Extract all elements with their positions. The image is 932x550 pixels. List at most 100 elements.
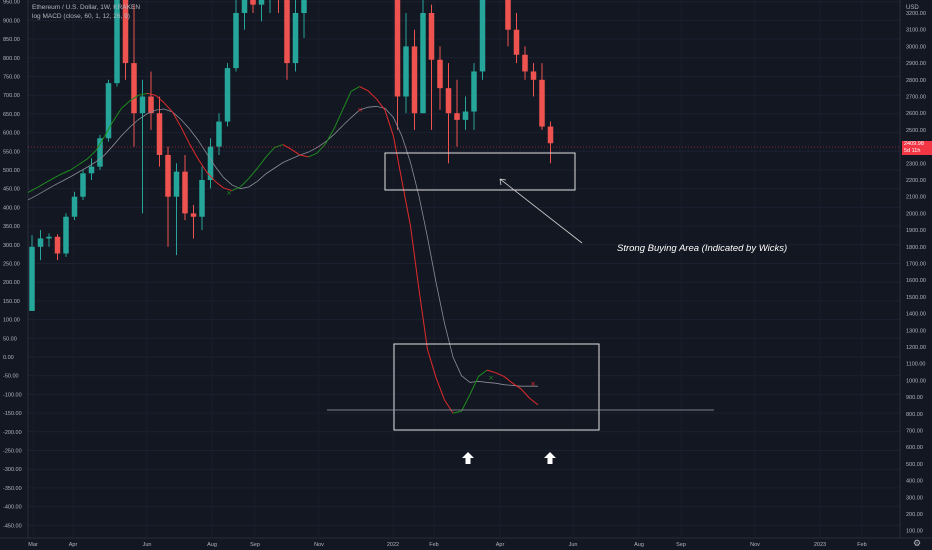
x-tick-label: Jun bbox=[143, 542, 152, 548]
candle-body bbox=[156, 113, 163, 155]
right-tick-label: 100.00 bbox=[906, 529, 923, 535]
candle-body bbox=[403, 46, 409, 97]
macd-segment bbox=[325, 128, 335, 145]
macd-segment bbox=[410, 226, 420, 290]
left-tick-label: 550.00 bbox=[3, 149, 20, 155]
macd-segment bbox=[112, 108, 122, 122]
bar-countdown: 5d 11h bbox=[904, 148, 921, 154]
candle-body bbox=[233, 13, 239, 69]
candle-body bbox=[394, 0, 401, 97]
macd-segment bbox=[70, 163, 80, 171]
macd-segment bbox=[78, 158, 88, 165]
x-tick-label: Mar bbox=[28, 542, 38, 548]
candle-body bbox=[437, 59, 443, 89]
candle-body bbox=[539, 79, 545, 127]
macd-segment bbox=[87, 150, 97, 160]
left-tick-label: -150.00 bbox=[3, 411, 22, 417]
candle-body bbox=[139, 96, 146, 114]
right-tick-label: 1100.00 bbox=[906, 362, 925, 368]
candle-body bbox=[122, 0, 129, 64]
macd-segment bbox=[95, 136, 105, 151]
right-tick-label: 500.00 bbox=[906, 462, 923, 468]
macd-segment bbox=[257, 156, 267, 169]
x-tick-label: Aug bbox=[207, 542, 217, 548]
macd-segment bbox=[223, 187, 233, 192]
candle-body bbox=[54, 236, 61, 254]
left-tick-label: 450.00 bbox=[3, 187, 20, 193]
macd-segment bbox=[401, 181, 411, 227]
right-tick-label: 2200.00 bbox=[906, 178, 926, 184]
candle-body bbox=[199, 180, 205, 217]
right-tick-label: 1800.00 bbox=[906, 245, 926, 251]
indicator-label[interactable]: log MACD (close, 60, 1, 12, 26, 9) bbox=[32, 13, 130, 20]
candle-body bbox=[454, 113, 460, 120]
left-tick-label: 300.00 bbox=[3, 243, 20, 249]
macd-segment bbox=[36, 182, 46, 189]
right-tick-label: 2300.00 bbox=[906, 161, 926, 167]
macd-segment bbox=[418, 289, 428, 350]
candle-body bbox=[216, 121, 222, 147]
candle-body bbox=[165, 154, 171, 197]
candle-body bbox=[190, 213, 197, 217]
currency-label: USD bbox=[906, 5, 919, 11]
macd-segment bbox=[231, 186, 241, 192]
macd-segment bbox=[520, 388, 530, 399]
candles bbox=[29, 0, 554, 311]
left-tick-label: 650.00 bbox=[3, 112, 20, 118]
right-tick-label: 2800.00 bbox=[906, 78, 926, 84]
right-tick-label: 300.00 bbox=[906, 495, 923, 501]
left-tick-label: -100.00 bbox=[3, 392, 22, 398]
candle-body bbox=[547, 126, 554, 144]
candle-body bbox=[148, 96, 154, 114]
macd-segment bbox=[206, 171, 216, 182]
candle-body bbox=[513, 29, 520, 55]
candle-body bbox=[292, 13, 299, 64]
candle-body bbox=[462, 111, 469, 120]
macd-segment bbox=[444, 399, 454, 414]
right-tick-label: 1600.00 bbox=[906, 278, 926, 284]
right-tick-label: 1900.00 bbox=[906, 228, 926, 234]
macd-segment bbox=[435, 377, 445, 401]
left-tick-label: 100.00 bbox=[3, 318, 20, 324]
candle-body bbox=[114, 0, 120, 84]
macd-segment bbox=[376, 98, 386, 111]
cross-marker: × bbox=[488, 374, 494, 382]
left-tick-label: 750.00 bbox=[3, 75, 20, 81]
left-tick-label: 950.00 bbox=[3, 0, 20, 6]
right-tick-label: 1500.00 bbox=[906, 295, 926, 301]
last-price-badge: 2409.98 5d 11h bbox=[902, 141, 932, 155]
left-axis: 950.00 900.00 850.00 800.00 750.00 700.00 650.… bbox=[3, 0, 22, 529]
macd-segment bbox=[138, 92, 148, 96]
candle-body bbox=[63, 216, 69, 254]
left-tick-label: 600.00 bbox=[3, 131, 20, 137]
macd-segment bbox=[27, 187, 37, 193]
candle-body bbox=[105, 83, 112, 139]
candle-body bbox=[479, 0, 486, 72]
signal-line bbox=[27, 106, 538, 387]
settings-gear-icon[interactable]: ⚙ bbox=[913, 538, 922, 548]
macd-lines: × × × × bbox=[27, 86, 539, 414]
symbol-title[interactable]: Ethereum / U.S. Dollar, 1W, KRAKEN bbox=[32, 4, 141, 11]
right-tick-label: 1200.00 bbox=[906, 345, 926, 351]
right-tick-label: 1400.00 bbox=[906, 312, 926, 318]
macd-segment bbox=[461, 394, 471, 412]
candle-body bbox=[88, 166, 95, 174]
candle-body bbox=[224, 68, 231, 122]
buying-area-box bbox=[384, 152, 576, 191]
left-tick-label: 800.00 bbox=[3, 56, 20, 62]
macd-segment bbox=[248, 167, 258, 179]
right-tick-label: 1300.00 bbox=[906, 328, 926, 334]
macd-segment bbox=[469, 376, 479, 395]
candle-body bbox=[428, 13, 435, 60]
chart-header: Ethereum / U.S. Dollar, 1W, KRAKEN log M… bbox=[32, 3, 140, 21]
candle-body bbox=[46, 236, 52, 239]
macd-bottom-box bbox=[393, 343, 600, 431]
left-tick-label: 250.00 bbox=[3, 262, 20, 268]
up-arrow-icon bbox=[544, 452, 556, 464]
x-tick-label: Sep bbox=[250, 542, 260, 548]
x-tick-label: Apr bbox=[69, 542, 78, 548]
x-tick-label: Jun bbox=[569, 542, 578, 548]
candle-body bbox=[411, 46, 418, 114]
candle-body bbox=[241, 0, 248, 14]
